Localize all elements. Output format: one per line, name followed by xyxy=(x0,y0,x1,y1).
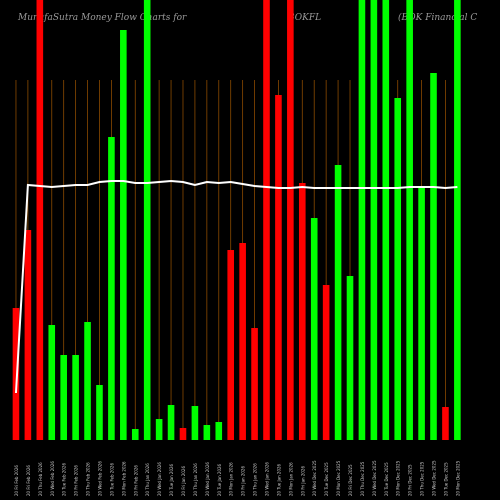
money-flow-bar xyxy=(406,0,413,440)
money-flow-bar xyxy=(143,0,151,440)
x-tick-label: 20 Tue Feb 2026 xyxy=(62,463,67,496)
money-flow-bar xyxy=(108,137,115,440)
chart-title-prefix: MunafaSutra Money Flow Charts for xyxy=(18,13,187,23)
money-flow-bar xyxy=(430,73,437,440)
x-tick-label: 20 Wed Jan 2026 xyxy=(264,462,269,496)
money-flow-bar xyxy=(120,30,127,440)
x-tick-label: 20 Mon Dec 2025 xyxy=(336,460,341,496)
money-flow-bar xyxy=(48,325,56,440)
x-tick-label: 20 Fri Dec 2025 xyxy=(408,464,413,496)
x-tick-label: 20 Thu Dec 2025 xyxy=(360,461,365,496)
money-flow-bar xyxy=(418,187,425,440)
money-flow-bar xyxy=(251,328,258,440)
chart-title-symbol: BOKFL xyxy=(288,13,322,23)
grid-layer xyxy=(15,80,458,440)
x-tick-label: 20 Thu Feb 2026 xyxy=(86,462,91,496)
money-flow-bar xyxy=(310,218,318,440)
x-tick-label: 20 Wed Dec 2025 xyxy=(432,460,437,496)
x-tick-label: 20 Mon Dec 2025 xyxy=(396,460,401,496)
money-flow-bar xyxy=(334,165,342,440)
x-tick-label: 20 Wed Jan 2026 xyxy=(157,462,162,496)
x-tick-label: 20 Fri Feb 2026 xyxy=(14,465,19,496)
money-flow-bar xyxy=(322,285,330,440)
money-flow-bar xyxy=(275,95,282,440)
x-tick-label: 20 Thu Jan 2026 xyxy=(253,463,258,496)
money-flow-bar xyxy=(12,308,20,440)
money-flow-bar xyxy=(131,429,139,440)
money-flow-bar xyxy=(394,98,402,440)
x-tick-label: 20 Fri Jan 2026 xyxy=(300,466,305,496)
x-tick-label: 20 Tue Dec 2025 xyxy=(443,462,448,496)
x-tick-label: 20 Fri Feb 2026 xyxy=(74,465,79,496)
money-flow-bar xyxy=(155,419,163,440)
x-tick-label: 20 Mon Feb 2026 xyxy=(121,461,126,496)
label-layer: 20 Fri Feb 2026 20 Fri Feb 2026 20 Thu Feb… xyxy=(14,460,460,496)
x-tick-label: 20 Tue Jan 2026 xyxy=(276,463,281,496)
money-flow-bar xyxy=(203,425,211,440)
x-tick-label: 20 Fri Jan 2026 xyxy=(241,466,246,496)
money-flow-bar xyxy=(287,0,294,440)
x-tick-label: 20 Mon Jan 2026 xyxy=(288,462,293,496)
x-tick-label: 20 Wed Dec 2025 xyxy=(372,460,377,496)
money-flow-bar xyxy=(227,250,235,440)
x-tick-label: 20 Tue Dec 2025 xyxy=(324,462,329,496)
x-tick-label: 20 Tue Dec 2025 xyxy=(384,462,389,496)
money-flow-bar xyxy=(167,405,175,440)
bar-layer xyxy=(12,0,461,440)
x-tick-label: 20 Thu Dec 2025 xyxy=(420,461,425,496)
money-flow-bar xyxy=(370,0,378,440)
money-flow-bar xyxy=(442,407,449,440)
x-tick-label: 20 Mon Dec 2025 xyxy=(455,460,460,496)
money-flow-bar xyxy=(454,0,461,440)
money-flow-bar xyxy=(298,183,306,440)
x-tick-label: 20 Tue Jan 2026 xyxy=(169,463,174,496)
money-flow-bar xyxy=(191,406,199,440)
line-layer xyxy=(14,179,458,394)
money-flow-line xyxy=(14,179,458,394)
money-flow-bar xyxy=(72,355,79,440)
x-tick-label: 20 Tue Jan 2026 xyxy=(217,463,222,496)
money-flow-bar xyxy=(358,0,366,440)
x-tick-label: 20 Thu Jan 2026 xyxy=(145,463,150,496)
money-flow-bar xyxy=(215,422,223,440)
money-flow-bar xyxy=(239,243,246,440)
x-tick-label: 20 Mon Jan 2026 xyxy=(229,462,234,496)
money-flow-bar xyxy=(346,276,354,440)
money-flow-bar xyxy=(60,355,67,440)
x-tick-label: 20 Fri Jan 2026 xyxy=(181,466,186,496)
money-flow-bar xyxy=(96,385,103,440)
money-flow-bar xyxy=(263,0,270,440)
x-tick-label: 20 Fri Feb 2026 xyxy=(26,465,31,496)
x-tick-label: 20 Thu Jan 2026 xyxy=(193,463,198,496)
money-flow-bar xyxy=(84,322,91,440)
chart-title-company: (BOK Financial C xyxy=(398,13,478,23)
money-flow-bar xyxy=(36,0,44,440)
money-flow-bar xyxy=(382,0,390,440)
money-flow-bar xyxy=(24,230,32,440)
x-tick-label: 20 Thu Feb 2026 xyxy=(38,462,43,496)
x-tick-label: 20 Wed Feb 2026 xyxy=(97,461,102,496)
money-flow-bar xyxy=(179,428,187,440)
x-tick-label: 20 Fri Feb 2026 xyxy=(133,465,138,496)
x-tick-label: 20 Wed Jan 2026 xyxy=(205,462,210,496)
x-tick-label: 20 Wed Dec 2025 xyxy=(312,460,317,496)
x-tick-label: 20 Fri Dec 2025 xyxy=(348,464,353,496)
x-tick-label: 20 Wed Feb 2026 xyxy=(50,461,55,496)
x-tick-label: 20 Tue Feb 2026 xyxy=(109,463,114,496)
